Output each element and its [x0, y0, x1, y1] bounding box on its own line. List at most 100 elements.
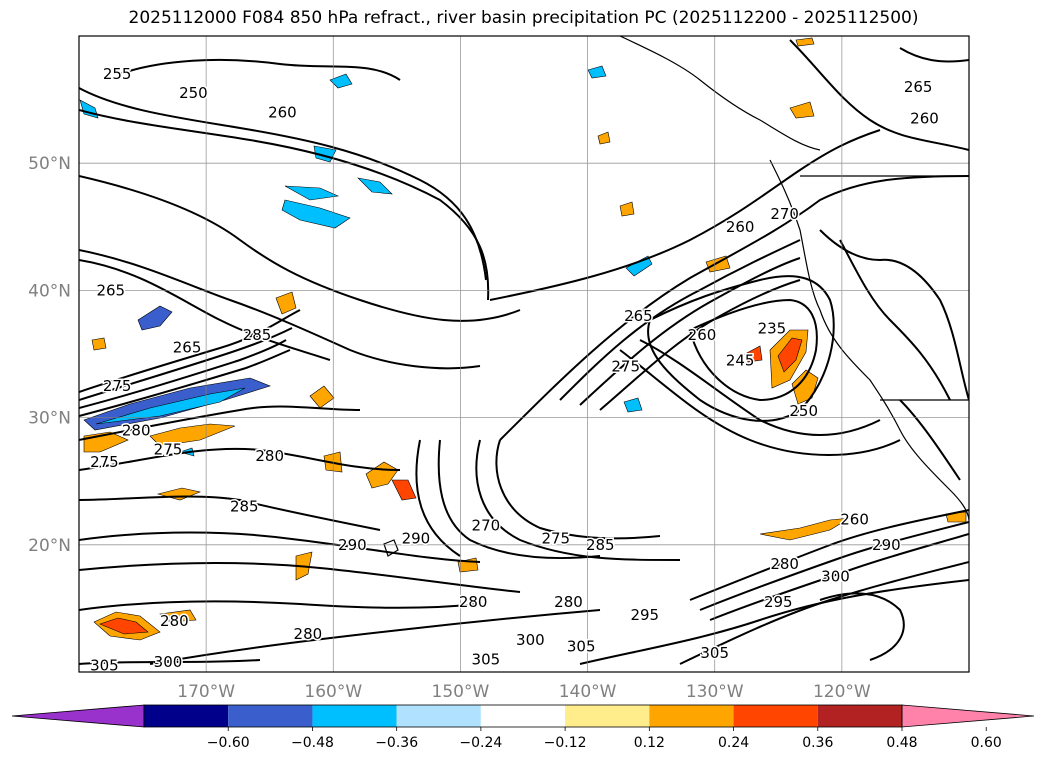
colorbar-tick-label: 0.48: [886, 735, 917, 751]
contour-line: [79, 531, 481, 563]
contour-label: 260: [268, 103, 297, 121]
contour-line: [79, 659, 261, 665]
lat-tick-label: 30°N: [28, 409, 71, 429]
contour-label: 255: [103, 65, 132, 83]
lon-tick-label: 170°W: [177, 682, 235, 702]
precip-negative-patch: [587, 65, 607, 79]
precip-negative-patch: [137, 305, 173, 331]
colorbar-tick-label: 0.36: [802, 735, 833, 751]
lon-tick-label: 160°W: [304, 682, 362, 702]
contour-label: 265: [624, 307, 653, 325]
contour-line: [709, 533, 969, 621]
contour-label: 265: [96, 281, 125, 299]
contour-label: 305: [472, 650, 501, 668]
precip-positive-patch: [597, 131, 611, 145]
contour-label: 290: [338, 536, 367, 554]
colorbar-tick-label: 0.24: [718, 735, 749, 751]
contour-label: 280: [294, 625, 323, 643]
precip-negative-patch: [357, 177, 393, 195]
colorbar-tick-label: −0.12: [544, 735, 587, 751]
contour-line: [647, 275, 835, 422]
contour-line: [839, 239, 951, 401]
map-frame: [78, 35, 970, 673]
colorbar-segment: [565, 705, 650, 727]
contour-label: 300: [821, 568, 850, 586]
contour-line: [415, 439, 461, 557]
precip-positive-patch: [91, 337, 107, 351]
contour-line: [579, 257, 801, 406]
colorbar-tick-label: 0.60: [971, 735, 1002, 751]
precip-positive-patch: [789, 101, 815, 119]
contour-line: [79, 447, 401, 471]
lon-axis-labels: 170°W 160°W 150°W 140°W 130°W 120°W: [177, 682, 871, 702]
contour-line: [819, 592, 905, 661]
contour-line: [79, 249, 481, 370]
contour-line: [79, 339, 287, 409]
coastline-north-america: [769, 159, 969, 521]
coastline-alaska: [619, 36, 821, 151]
contour-label: 305: [90, 657, 119, 675]
contour-line: [437, 439, 601, 560]
lat-tick-label: 40°N: [28, 281, 71, 301]
contour-label: 250: [789, 402, 818, 420]
contour-line: [79, 87, 487, 281]
contour-line: [819, 229, 969, 401]
precip-positive-patch: [159, 609, 197, 623]
contour-label: 245: [726, 351, 755, 369]
colorbar-extend-low: [11, 704, 145, 728]
contour-label: 270: [770, 205, 799, 223]
colorbar-segment: [649, 705, 734, 727]
contour-line: [119, 58, 401, 81]
contour-line: [79, 405, 361, 441]
contour-label: 305: [700, 644, 729, 662]
precip-positive-patch: [744, 345, 763, 363]
contour-label: 280: [554, 593, 583, 611]
precip-positive-patch: [275, 291, 297, 315]
colorbar-tick-label: −0.24: [459, 735, 502, 751]
contour-line: [79, 175, 521, 322]
contour-label: 280: [770, 555, 799, 573]
contour-label: 295: [764, 593, 793, 611]
contour-line: [899, 47, 969, 63]
contour-label: 260: [840, 510, 869, 528]
contour-label: 290: [402, 529, 431, 547]
contour-label: 270: [472, 517, 501, 535]
precip-positive-patch: [365, 461, 399, 489]
colorbar-tick-label: −0.60: [207, 735, 250, 751]
contour-line: [559, 239, 801, 401]
colorbar-segment: [396, 705, 481, 727]
lon-tick-label: 150°W: [432, 682, 490, 702]
precip-positive-patch: [759, 517, 851, 541]
contour-label: 305: [567, 638, 596, 656]
contour-line: [495, 439, 661, 540]
contour-line: [619, 349, 901, 456]
precip-positive-patch: [309, 385, 335, 409]
contour-line: [79, 600, 481, 611]
colorbar-segment: [144, 705, 229, 727]
contour-line: [79, 259, 331, 361]
lat-axis-labels: 20°N 30°N 40°N 50°N: [28, 154, 71, 556]
contour-label: 265: [904, 78, 933, 96]
colorbar-tick-label: −0.36: [375, 735, 418, 751]
contour-label: 275: [611, 358, 640, 376]
precip-negative-patch: [284, 185, 340, 201]
contour-label: 280: [459, 593, 488, 611]
lon-tick-label: 130°W: [686, 682, 744, 702]
contour-label: 260: [910, 110, 939, 128]
lat-tick-label: 20°N: [28, 536, 71, 556]
precip-positive-patch: [391, 479, 417, 501]
contour-line: [149, 609, 601, 665]
colorbar-segment: [733, 705, 818, 727]
precip-positive-patch: [149, 423, 236, 447]
contour-label: 295: [630, 606, 659, 624]
colorbar-segment: [480, 705, 566, 727]
contour-line: [899, 399, 961, 481]
contour-label: 300: [516, 631, 545, 649]
contour-label: 250: [179, 84, 208, 102]
contour-line: [79, 349, 291, 417]
lat-tick-label: 50°N: [28, 154, 71, 174]
contour-label: 285: [586, 536, 615, 554]
contour-label: 275: [90, 453, 119, 471]
